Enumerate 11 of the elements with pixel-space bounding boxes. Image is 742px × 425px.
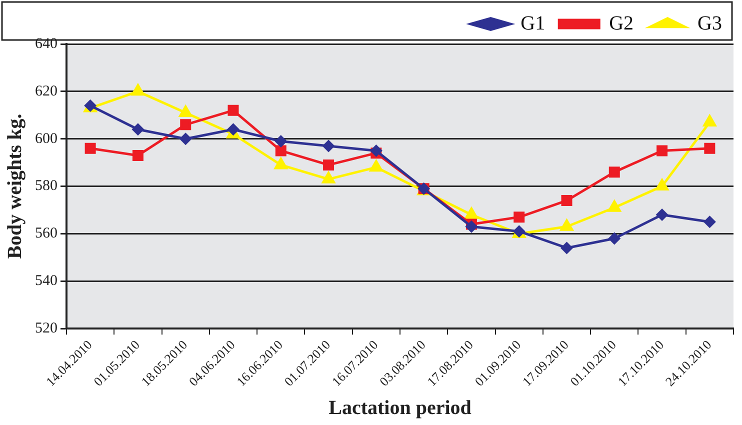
- legend-label: G2: [609, 12, 634, 34]
- y-tick-label: 600: [35, 130, 58, 147]
- y-axis-title: Body weights kg.: [4, 114, 26, 259]
- y-tick-label: 560: [35, 226, 58, 242]
- y-tick-label: 540: [35, 273, 58, 290]
- y-tick-label: 620: [35, 83, 58, 100]
- x-axis-title: Lactation period: [328, 397, 472, 420]
- y-tick-label: 580: [35, 178, 58, 194]
- legend-label: G3: [698, 12, 722, 34]
- y-tick-label: 520: [35, 320, 58, 337]
- legend-label: G1: [520, 12, 546, 34]
